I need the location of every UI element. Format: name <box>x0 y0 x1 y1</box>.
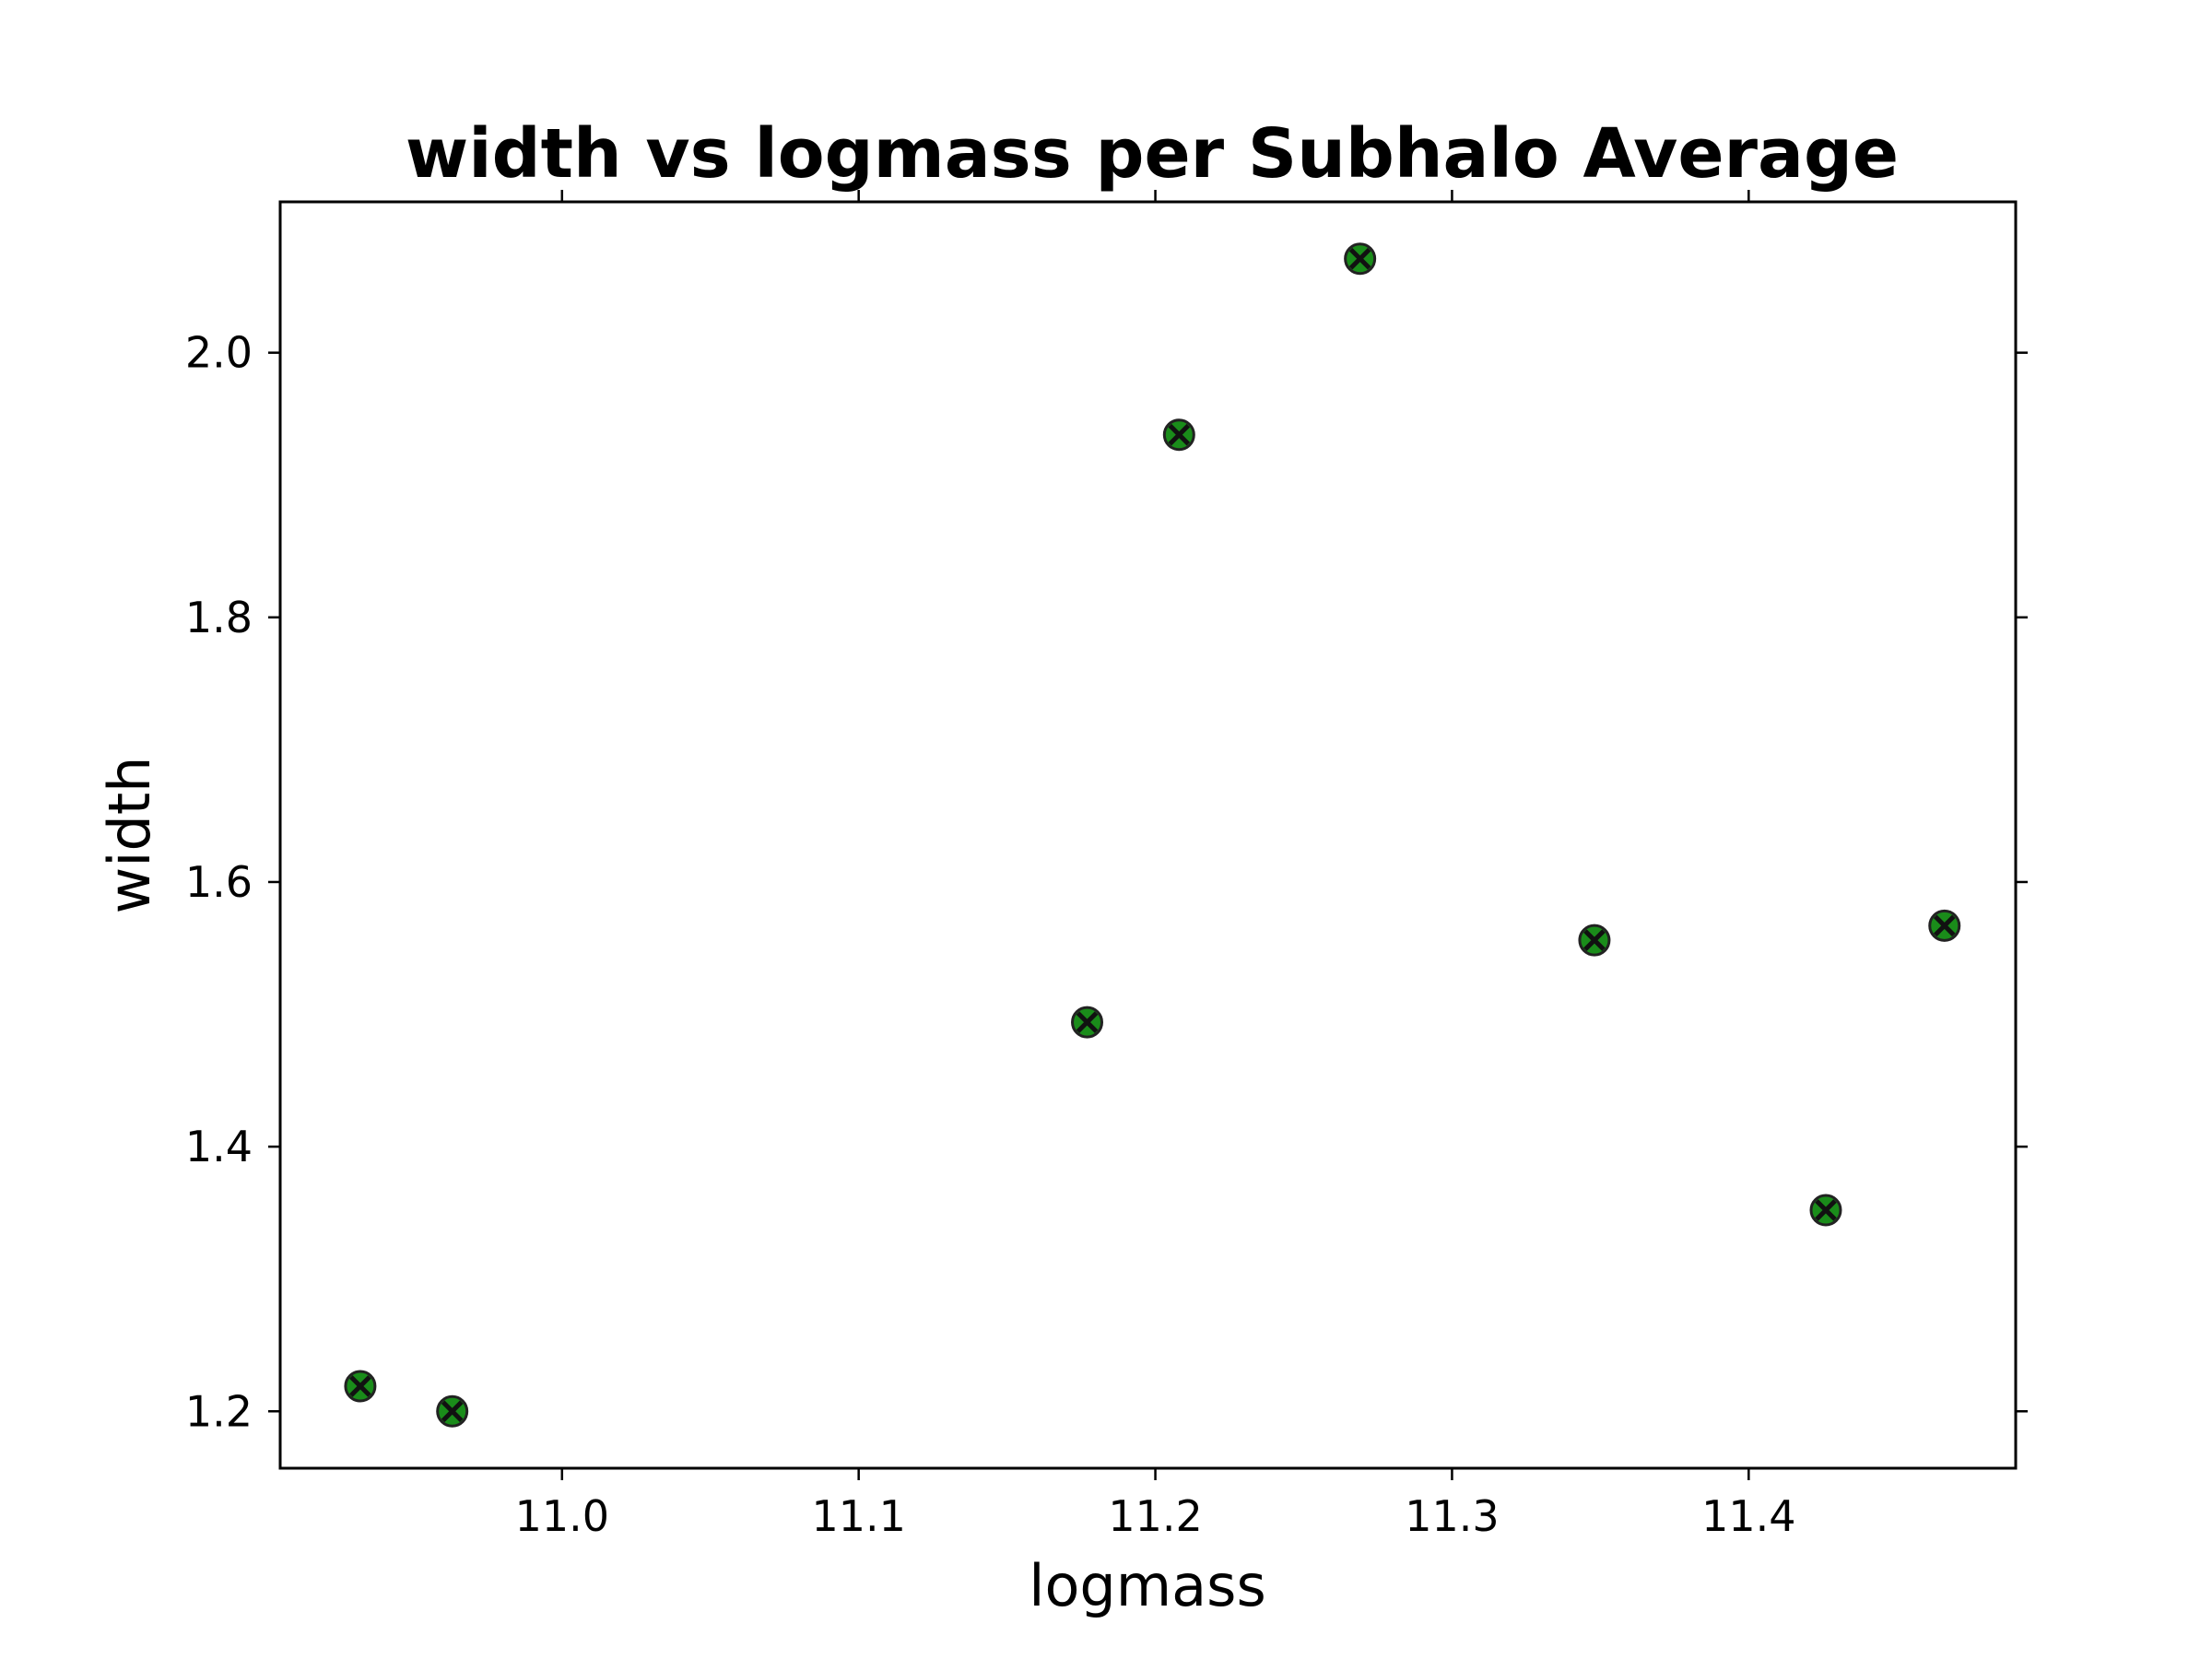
data-point <box>1344 242 1377 276</box>
x-tick-label: 11.1 <box>811 1491 905 1541</box>
data-point <box>436 1394 469 1428</box>
y-axis-label: width <box>96 757 163 914</box>
x-tick-label: 11.3 <box>1405 1491 1499 1541</box>
y-tick-label: 2.0 <box>185 328 253 378</box>
data-point <box>1071 1006 1104 1039</box>
y-tick-label: 1.4 <box>185 1122 253 1171</box>
y-tick-label: 1.2 <box>185 1386 253 1436</box>
points-layer <box>344 242 1961 1428</box>
plot-area-frame <box>278 200 2018 1470</box>
x-tick-label: 11.0 <box>515 1491 609 1541</box>
y-tick-label: 1.8 <box>185 593 253 642</box>
ticks-layer: 11.0 11.1 11.2 11.3 11.4 1.2 1.4 1.6 1.8 2.0 <box>185 190 2028 1541</box>
x-tick-label: 11.4 <box>1701 1491 1795 1541</box>
data-point <box>1162 418 1195 452</box>
data-point <box>344 1370 377 1403</box>
data-point <box>1578 924 1611 957</box>
data-point <box>1809 1194 1842 1227</box>
data-point <box>1928 909 1961 942</box>
x-tick-label: 11.2 <box>1108 1491 1202 1541</box>
x-axis-label: logmass <box>1029 1552 1266 1619</box>
chart-title: width vs logmass per Subhalo Average <box>406 114 1899 194</box>
y-tick-label: 1.6 <box>185 857 253 907</box>
